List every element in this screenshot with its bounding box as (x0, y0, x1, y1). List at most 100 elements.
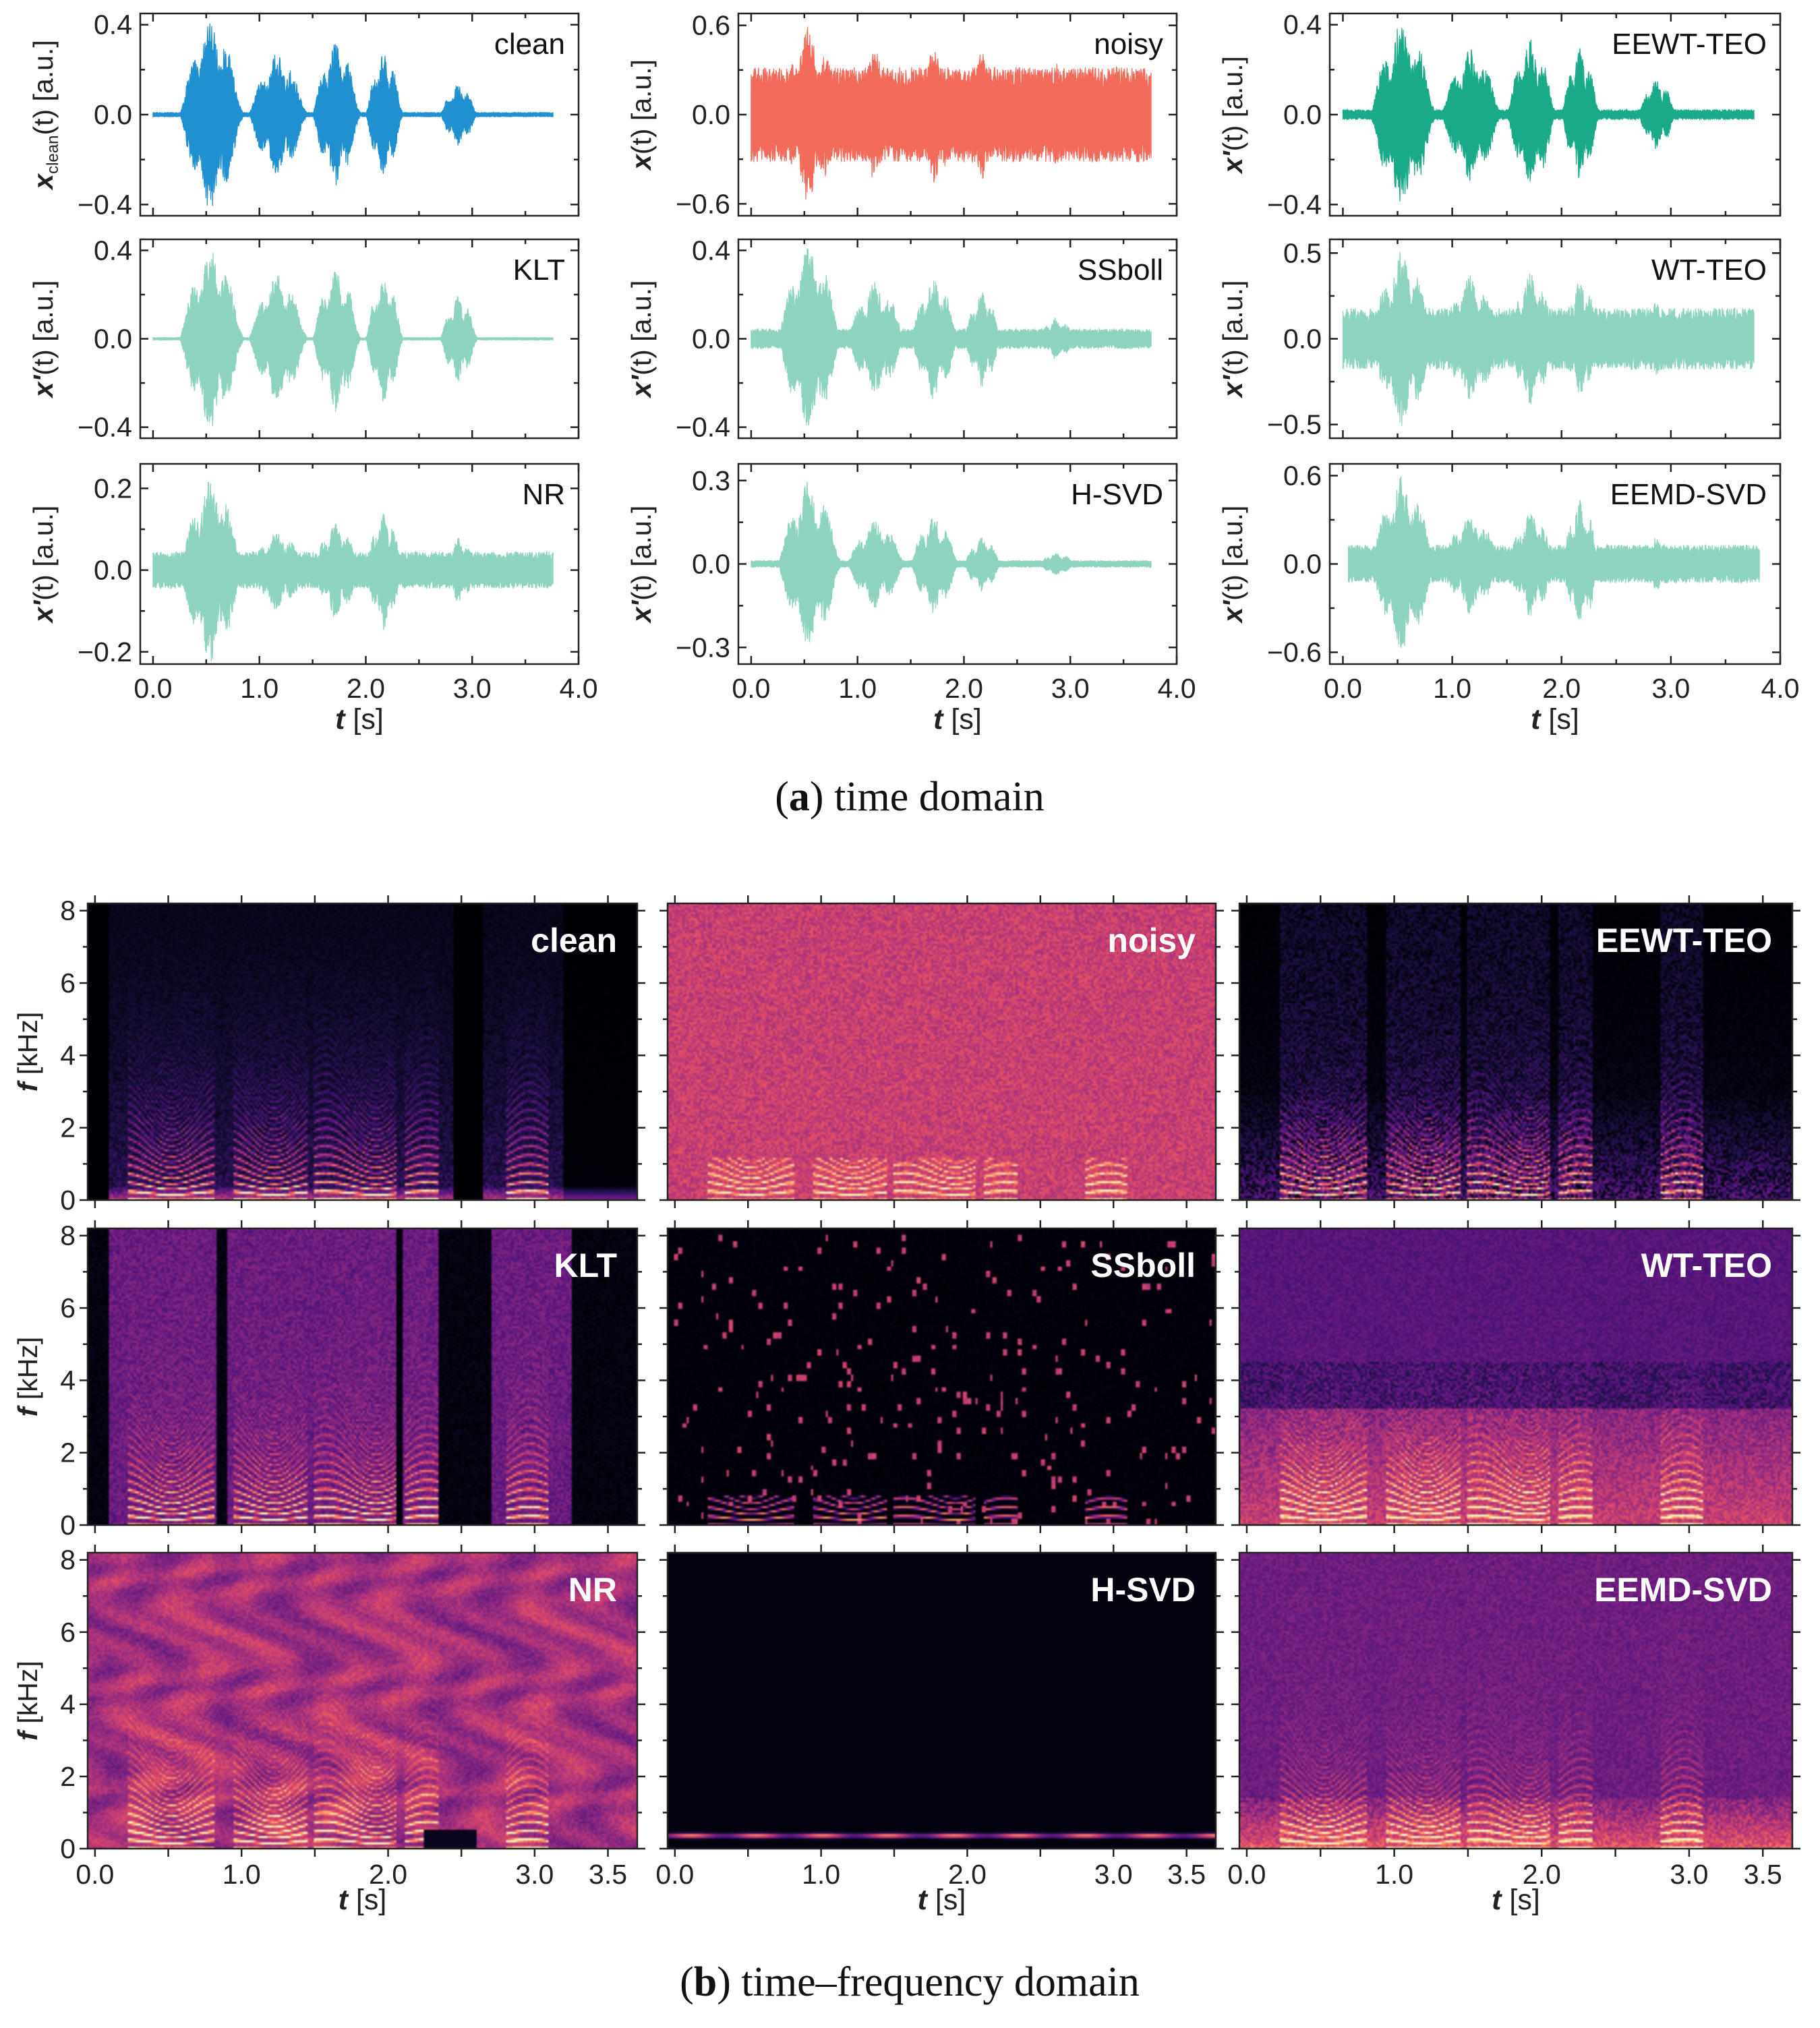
td-ssboll-ylabel: x'(t) [a.u.] (626, 280, 657, 399)
td-wt-teo-waveform (1342, 251, 1755, 427)
tf-nr-ytick-label: 2 (60, 1761, 76, 1792)
tf-nr-xtick-label: 3.5 (589, 1859, 627, 1890)
td-eemd-svd-xtick-label: 4.0 (1761, 673, 1800, 704)
tf-klt-ylabel-unit: [kHz] (12, 1337, 43, 1408)
td-h-svd-ylabel-rest: (t) [a.u.] (626, 506, 657, 601)
td-nr-frame (139, 463, 580, 665)
tf-h-svd-xtick-label: 3.5 (1167, 1859, 1206, 1890)
tf-klt-ytick-label: 8 (60, 1220, 76, 1251)
tf-h-svd-xlabel: t [s] (918, 1884, 966, 1916)
td-nr-xtick-label: 1.0 (240, 673, 278, 704)
caption-b: (b) time–frequency domain (680, 1959, 1140, 2005)
tf-clean-ylabel: f [kHz] (12, 1012, 43, 1092)
tf-nr-xtick-label: 2.0 (369, 1859, 407, 1890)
caption-b-paren-close: ) (717, 1959, 731, 2005)
tf-noisy-frame (666, 902, 1217, 1201)
tf-h-svd-spectrogram (668, 1553, 1216, 1849)
td-nr-xlabel-symbol: t (335, 703, 346, 736)
td-eewt-teo-ylabel: x'(t) [a.u.] (1217, 56, 1248, 175)
td-eewt-teo-panel: 0.4 0.0 −0.4 x'(t) [a.u.] EEWT-TEO (1217, 9, 1782, 220)
tf-h-svd-xtick-label: 3.0 (1094, 1859, 1133, 1890)
td-klt-waveform (152, 253, 554, 427)
td-eemd-svd-label: EEMD-SVD (1610, 478, 1767, 511)
tf-klt-ytick-label: 0 (60, 1510, 76, 1541)
td-eewt-teo-label: EEWT-TEO (1612, 28, 1767, 61)
tf-eemd-svd-xtick-label: 2.0 (1523, 1859, 1561, 1890)
td-clean-label: clean (494, 28, 565, 61)
tf-noisy-panel: noisy (659, 895, 1224, 1208)
caption-a: (a) time domain (775, 774, 1044, 820)
td-nr-xtick-label: 4.0 (560, 673, 598, 704)
td-eemd-svd-xtick-label: 3.0 (1651, 673, 1690, 704)
tf-eewt-teo-label: EEWT-TEO (1596, 922, 1772, 959)
td-nr-ylabel-rest: (t) [a.u.] (28, 506, 59, 601)
td-wt-teo-ylabel-rest: (t) [a.u.] (1217, 280, 1248, 376)
td-klt-ytick-label: 0.0 (94, 324, 132, 355)
tf-wt-teo-label: WT-TEO (1641, 1247, 1772, 1284)
tf-klt-ytick-label: 2 (60, 1437, 76, 1468)
td-eemd-svd-ylabel-rest: (t) [a.u.] (1217, 506, 1248, 601)
tf-nr-ytick-label: 4 (60, 1689, 76, 1720)
td-eewt-teo-waveform (1342, 28, 1755, 202)
caption-a-paren-close: ) (810, 774, 824, 820)
tf-h-svd-xlabel-unit: [s] (927, 1884, 966, 1916)
td-nr-waveform (152, 481, 554, 661)
tf-klt-ylabel: f [kHz] (12, 1337, 43, 1416)
tf-wt-teo-spectrogram (1239, 1228, 1792, 1525)
tf-ssboll-panel: SSboll (659, 1220, 1224, 1533)
tf-clean-frame (86, 902, 639, 1201)
tf-nr-xtick-label: 3.0 (515, 1859, 554, 1890)
td-h-svd-panel: 0.30.0−0.30.0 1.0 2.0 3.0 4.0t [s]x'(t) [a.u… (626, 463, 1196, 736)
tf-nr-frame (86, 1551, 639, 1850)
td-eemd-svd-ytick-label: 0.6 (1283, 460, 1322, 491)
tf-klt-ytick-label: 6 (60, 1292, 76, 1323)
td-nr-xtick-label: 2.0 (347, 673, 385, 704)
tf-clean-panel: 8 6 4 2 0 f [kHz] clean (12, 895, 645, 1216)
tf-nr-xlabel-unit: [s] (348, 1884, 386, 1916)
td-h-svd-waveform (751, 481, 1152, 643)
td-klt-ylabel-symbol: x' (28, 375, 59, 399)
tf-nr-ytick-label: 0 (60, 1833, 76, 1864)
tf-eemd-svd-xtick-label: 3.5 (1744, 1859, 1782, 1890)
td-klt-ylabel: x'(t) [a.u.] (28, 280, 59, 399)
tf-noisy-label: noisy (1107, 922, 1196, 959)
tf-eemd-svd-label: EEMD-SVD (1594, 1571, 1772, 1609)
tf-h-svd-xtick-label: 2.0 (948, 1859, 987, 1890)
tf-nr-ytick-label: 8 (60, 1545, 76, 1576)
td-noisy-ytick-label: 0.0 (692, 99, 730, 130)
caption-b-text: time–frequency domain (731, 1959, 1140, 2005)
td-eemd-svd-xlabel: t [s] (1531, 703, 1579, 736)
td-nr-xlabel: t [s] (335, 703, 384, 736)
tf-nr-spectrogram (88, 1553, 637, 1849)
td-h-svd-xtick-label: 2.0 (945, 673, 983, 704)
td-nr-ylabel-symbol: x' (28, 600, 59, 624)
tf-h-svd-panel: 0.0 1.0 2.0 3.0 3.5 t [s] H-SVD (655, 1545, 1224, 1916)
td-noisy-ytick-label: −0.6 (676, 188, 730, 219)
tf-eemd-svd-xlabel-unit: [s] (1501, 1884, 1539, 1916)
tf-h-svd-frame (666, 1551, 1217, 1850)
caption-a-paren-open: ( (775, 774, 789, 820)
td-h-svd-xlabel-symbol: t (933, 703, 944, 736)
tf-klt-ytick-label: 4 (60, 1365, 76, 1396)
tf-eemd-svd-xtick-label: 0.0 (1227, 1859, 1266, 1890)
tf-nr-ylabel-unit: [kHz] (12, 1661, 43, 1731)
tf-klt-spectrogram (88, 1228, 637, 1525)
tf-eewt-teo-panel: EEWT-TEO (1231, 895, 1800, 1208)
td-h-svd-xtick-label: 4.0 (1158, 673, 1196, 704)
td-h-svd-xtick-label: 0.0 (732, 673, 770, 704)
td-noisy-ylabel-rest: (t) [a.u.] (626, 59, 657, 154)
td-ssboll-ylabel-rest: (t) [a.u.] (626, 280, 657, 376)
td-wt-teo-ylabel-symbol: x' (1217, 375, 1248, 399)
td-eewt-teo-ylabel-symbol: x' (1217, 150, 1248, 175)
td-ssboll-ytick-label: 0.4 (692, 235, 730, 266)
td-nr-ylabel: x'(t) [a.u.] (28, 506, 59, 624)
td-ssboll-label: SSboll (1078, 254, 1163, 287)
td-klt-ytick-label: −0.4 (78, 412, 132, 443)
td-h-svd-xtick-label: 1.0 (838, 673, 877, 704)
td-noisy-ytick-label: 0.6 (692, 10, 730, 41)
td-nr-ytick-label: −0.2 (78, 636, 132, 667)
tf-eemd-svd-spectrogram (1239, 1553, 1792, 1849)
td-nr-ytick-label: 0.0 (94, 555, 132, 586)
td-eewt-teo-ytick-label: −0.4 (1267, 189, 1322, 220)
tf-clean-ylabel-unit: [kHz] (12, 1012, 43, 1083)
